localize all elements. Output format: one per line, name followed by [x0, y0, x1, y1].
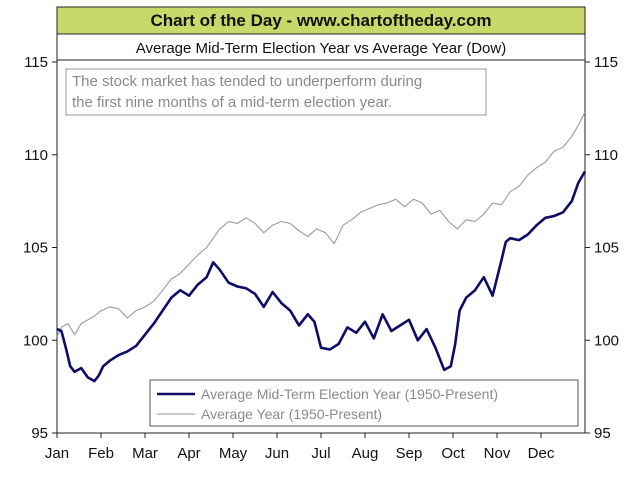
- x-tick-label: Jan: [45, 445, 69, 462]
- x-tick-label: Aug: [352, 445, 379, 462]
- y-tick-label-left: 95: [31, 425, 48, 442]
- chart-title: Average Mid-Term Election Year vs Averag…: [136, 40, 506, 57]
- banner: [56, 6, 586, 35]
- y-tick-label-left: 105: [23, 240, 48, 257]
- x-tick-label: Jun: [265, 445, 289, 462]
- x-tick-label: Dec: [528, 445, 555, 462]
- y-tick-label-right: 105: [594, 240, 619, 257]
- y-tick-label-right: 100: [594, 332, 619, 349]
- x-tick-label: Sep: [396, 445, 423, 462]
- series-line-average: [56, 111, 586, 337]
- annotation-box: [65, 68, 487, 116]
- legend-label-average: Average Year (1950-Present): [201, 406, 382, 422]
- annotation-line-1: The stock market has tended to underperf…: [72, 73, 422, 90]
- y-tick-label-left: 115: [24, 54, 48, 71]
- legend-box: [149, 379, 579, 427]
- series-line-midterm: [56, 170, 587, 383]
- y-axis-left: 95 100 105 110 115: [23, 54, 57, 442]
- x-axis: Jan Feb Mar Apr May Jun Jul Aug Sep Oct Nov Dec: [45, 433, 555, 462]
- x-tick-label: May: [219, 445, 248, 462]
- annotation-line-2: the first nine months of a mid-term elec…: [72, 94, 392, 111]
- banner-title: Chart of the Day - www.chartoftheday.com: [151, 11, 492, 30]
- x-tick-label: Apr: [177, 445, 200, 462]
- x-tick-label: Nov: [484, 445, 511, 462]
- y-axis-right: 95 100 105 110 115: [585, 54, 619, 442]
- y-tick-label-left: 110: [24, 147, 48, 164]
- legend-label-midterm: Average Mid-Term Election Year (1950-Pre…: [201, 386, 498, 402]
- plot-area: [56, 111, 587, 383]
- x-tick-label: Mar: [132, 445, 158, 462]
- x-tick-label: Feb: [88, 445, 114, 462]
- y-tick-label-right: 115: [594, 54, 618, 71]
- y-tick-label-right: 110: [594, 147, 618, 164]
- y-tick-label-left: 100: [23, 332, 48, 349]
- y-tick-label-right: 95: [594, 425, 611, 442]
- x-tick-label: Oct: [441, 445, 465, 462]
- x-tick-label: Jul: [311, 445, 330, 462]
